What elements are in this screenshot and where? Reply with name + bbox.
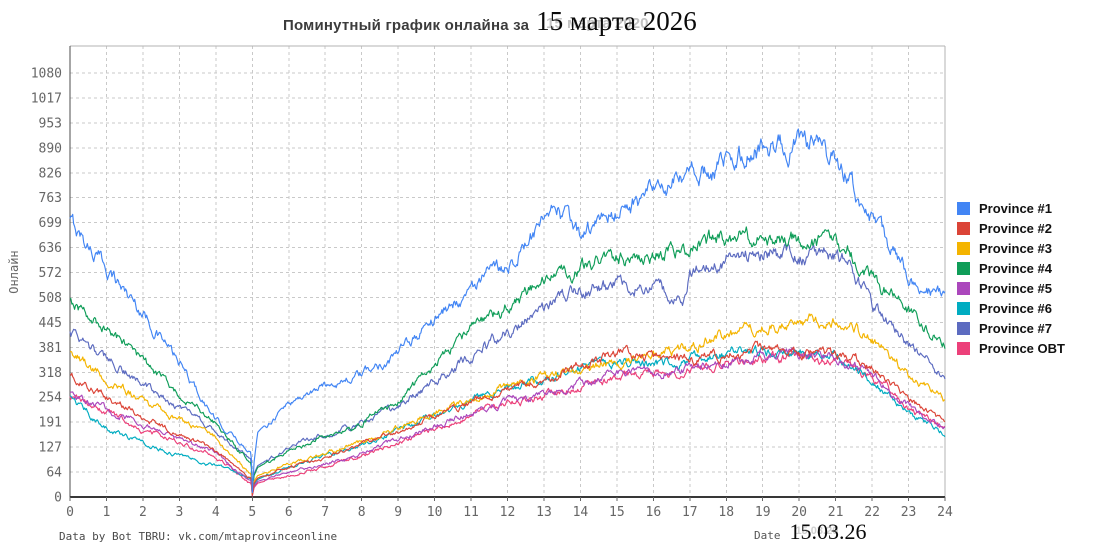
x-tick-label: 21 <box>828 505 844 520</box>
legend-label: Province #1 <box>979 200 1052 216</box>
x-tick-label: 13 <box>536 505 552 520</box>
x-tick-label: 4 <box>212 505 220 520</box>
x-tick-label: 23 <box>901 505 917 520</box>
x-tick-label: 16 <box>646 505 662 520</box>
legend-item: Province #6 <box>957 300 1065 316</box>
legend-label: Province #7 <box>979 320 1052 336</box>
chart-title-date: 15 марта 2026 <box>536 6 697 36</box>
x-tick-label: 15 <box>609 505 625 520</box>
y-tick-label: 191 <box>39 416 62 431</box>
x-tick-label: 24 <box>937 505 953 520</box>
footer-date-ghost: 15.03.20 <box>795 525 839 537</box>
legend-item: Province #7 <box>957 320 1065 336</box>
y-tick-label: 699 <box>39 216 62 231</box>
x-tick-label: 2 <box>139 505 147 520</box>
legend-swatch <box>957 201 970 215</box>
legend-swatch <box>957 281 970 295</box>
legend-label: Province #4 <box>979 260 1052 276</box>
y-tick-label: 381 <box>39 341 62 356</box>
y-tick-label: 508 <box>39 291 62 306</box>
x-tick-label: 1 <box>103 505 111 520</box>
footer-date-value: 15.03.26 <box>789 519 867 544</box>
y-tick-label: 826 <box>39 166 62 181</box>
x-tick-label: 17 <box>682 505 698 520</box>
series-line-province-1 <box>69 128 946 494</box>
chart-title-date-wrap: 15 марта 2020 15 марта 2026 <box>536 6 697 37</box>
y-tick-label: 953 <box>39 116 62 131</box>
x-tick-label: 3 <box>175 505 183 520</box>
legend-label: Province OBT <box>979 340 1065 356</box>
y-tick-label: 0 <box>54 491 62 506</box>
legend-item: Province #4 <box>957 260 1065 276</box>
legend-label: Province #5 <box>979 280 1052 296</box>
y-tick-label: 890 <box>39 141 62 156</box>
legend-swatch <box>957 321 970 335</box>
x-tick-label: 14 <box>573 505 589 520</box>
legend: Province #1 Province #2 Province #3 Provinc… <box>957 201 1065 361</box>
footer-date-value-wrap: 15.03.20 15.03.26 <box>790 519 867 545</box>
x-tick-label: 6 <box>285 505 293 520</box>
x-tick-label: 22 <box>864 505 880 520</box>
chart-title-prefix: Поминутный график онлайна за <box>283 17 530 34</box>
y-tick-label: 572 <box>39 266 62 281</box>
y-tick-label: 1017 <box>31 91 62 106</box>
legend-item: Province #5 <box>957 280 1065 296</box>
series-line-province-7 <box>69 243 946 494</box>
x-tick-label: 8 <box>358 505 366 520</box>
footer-date-label: Date <box>754 529 781 542</box>
footer-credit: Data by Bot TBRU: vk.com/mtaprovinceonli… <box>59 530 338 543</box>
legend-swatch <box>957 341 970 355</box>
x-tick-label: 19 <box>755 505 771 520</box>
y-tick-label: 318 <box>39 366 62 381</box>
legend-swatch <box>957 221 970 235</box>
legend-swatch <box>957 301 970 315</box>
x-tick-label: 11 <box>463 505 479 520</box>
legend-item: Province #2 <box>957 220 1065 236</box>
x-tick-label: 12 <box>500 505 516 520</box>
y-tick-label: 1080 <box>31 67 62 82</box>
legend-label: Province #3 <box>979 240 1052 256</box>
x-tick-label: 0 <box>66 505 74 520</box>
series-line-province-3 <box>69 313 946 496</box>
x-tick-label: 5 <box>248 505 256 520</box>
x-tick-label: 10 <box>427 505 443 520</box>
x-tick-label: 7 <box>321 505 329 520</box>
legend-label: Province #6 <box>979 300 1052 316</box>
y-tick-label: 64 <box>46 466 62 481</box>
y-tick-label: 127 <box>39 441 62 456</box>
series-line-province-6 <box>69 345 946 496</box>
chart-title-ghost-date: 15 марта 2020 <box>546 15 649 32</box>
legend-item: Province #1 <box>957 200 1065 216</box>
y-tick-label: 636 <box>39 241 62 256</box>
y-tick-label: 254 <box>39 391 63 406</box>
x-tick-label: 20 <box>791 505 807 520</box>
series-line-province-2 <box>69 340 946 496</box>
y-tick-label: 445 <box>39 316 62 331</box>
legend-item: Province #3 <box>957 240 1065 256</box>
series-line-province-4 <box>69 226 946 495</box>
legend-swatch <box>957 261 970 275</box>
legend-swatch <box>957 241 970 255</box>
footer-date: Date 15.03.20 15.03.26 <box>754 519 867 545</box>
x-tick-label: 9 <box>394 505 402 520</box>
y-tick-label: 763 <box>39 191 62 206</box>
legend-item: Province OBT <box>957 340 1065 356</box>
legend-label: Province #2 <box>979 220 1052 236</box>
x-tick-label: 18 <box>718 505 734 520</box>
chart-title: Поминутный график онлайна за 15 марта 20… <box>283 6 697 37</box>
